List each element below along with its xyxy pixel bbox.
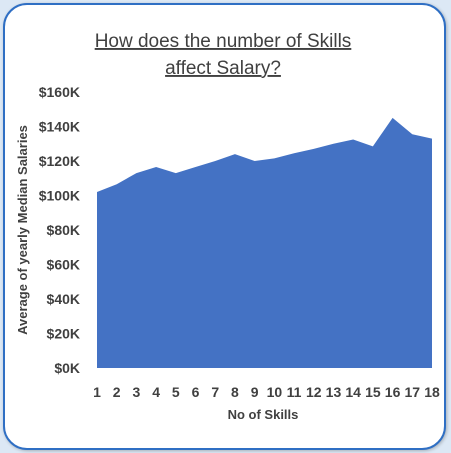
x-tick-label: 9: [251, 384, 259, 400]
y-tick-label: $140K: [39, 119, 80, 135]
x-tick-label: 4: [152, 384, 160, 400]
x-tick-label: 11: [287, 384, 302, 400]
x-tick-label: 18: [424, 384, 440, 400]
x-axis-label: No of Skills: [228, 407, 299, 422]
y-tick-label: $60K: [47, 257, 80, 273]
x-axis-ticks: 1 2 3 4 5 6 7 8 9 10 11 12 13 14 15 16 17 18: [93, 384, 440, 400]
x-tick-label: 12: [306, 384, 322, 400]
x-tick-label: 10: [267, 384, 283, 400]
x-tick-label: 1: [93, 384, 101, 400]
chart-title-line-2: affect Salary?: [165, 58, 281, 79]
x-tick-label: 8: [231, 384, 239, 400]
x-tick-label: 16: [385, 384, 401, 400]
y-tick-label: $120K: [39, 153, 80, 169]
y-axis-label: Average of yearly Median Salaries: [15, 125, 30, 335]
y-tick-label: $160K: [39, 84, 80, 100]
y-axis-ticks: $0K $20K $40K $60K $80K $100K $120K $140K $160K: [39, 84, 80, 376]
x-tick-label: 13: [326, 384, 342, 400]
y-tick-label: $80K: [47, 222, 80, 238]
x-tick-label: 2: [113, 384, 121, 400]
x-tick-label: 17: [405, 384, 421, 400]
chart-title-line-1: How does the number of Skills: [95, 31, 352, 52]
y-tick-label: $40K: [47, 291, 80, 307]
y-tick-label: $20K: [47, 326, 80, 342]
area-series: [97, 117, 432, 368]
x-tick-label: 7: [211, 384, 219, 400]
x-tick-label: 5: [172, 384, 180, 400]
x-tick-label: 15: [365, 384, 381, 400]
y-tick-label: $100K: [39, 188, 80, 204]
y-tick-label: $0K: [54, 360, 80, 376]
x-tick-label: 14: [345, 384, 361, 400]
x-tick-label: 6: [192, 384, 200, 400]
x-tick-label: 3: [133, 384, 141, 400]
